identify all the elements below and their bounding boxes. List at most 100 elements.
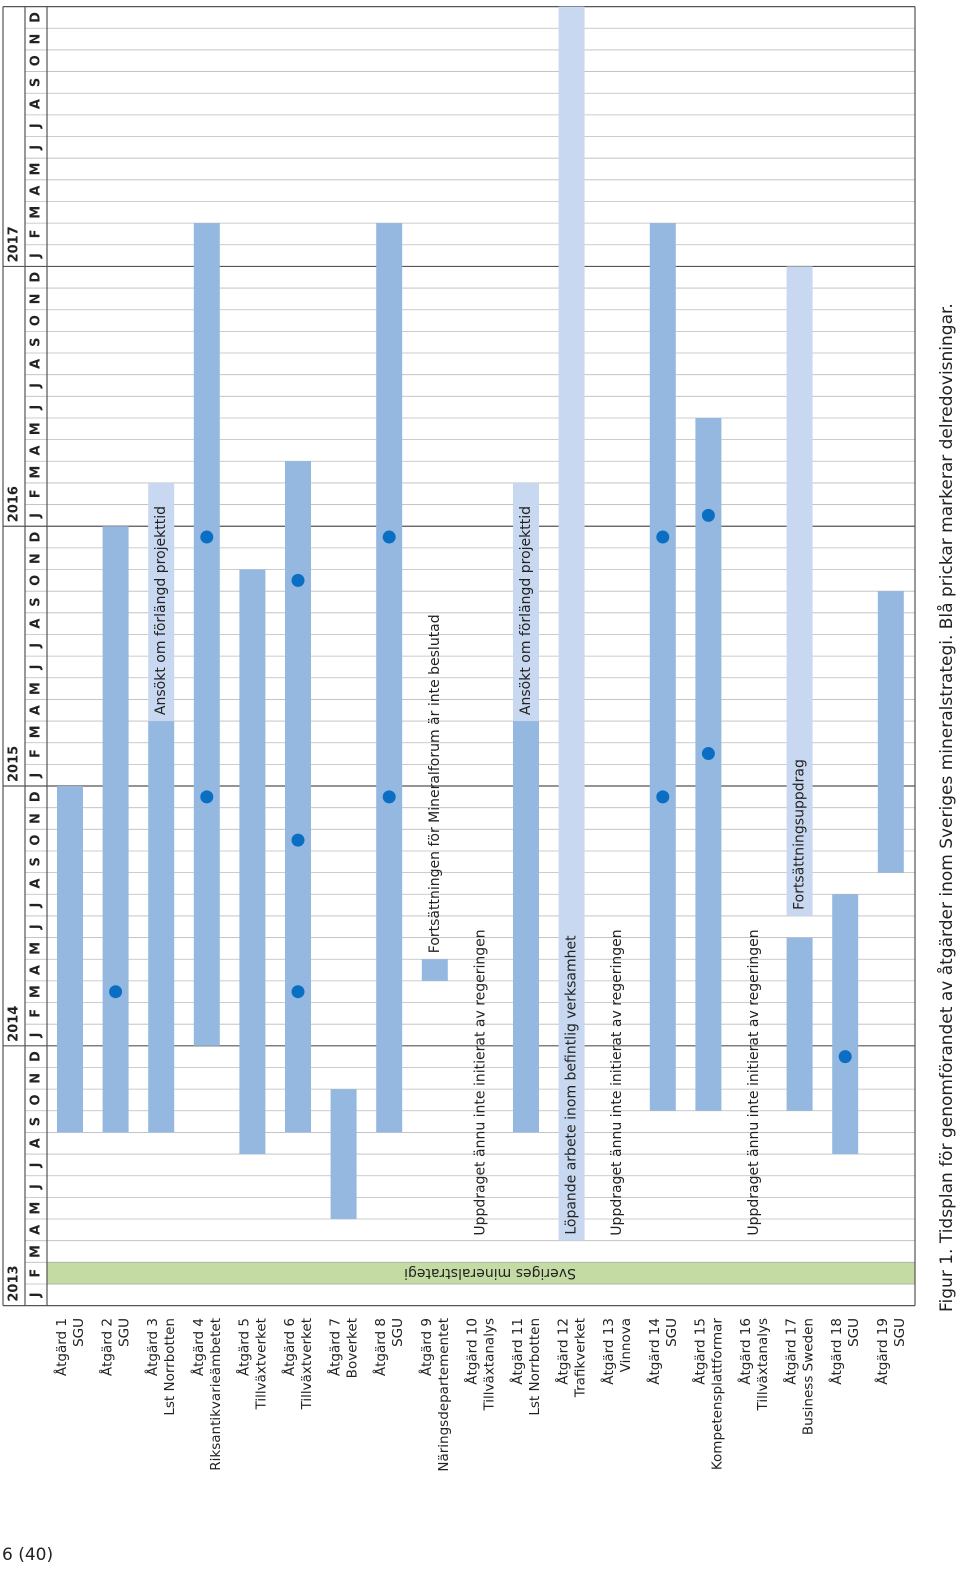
- task-label: Åtgärd 14: [646, 1318, 663, 1385]
- month-label: D: [29, 531, 44, 542]
- month-label: O: [29, 315, 44, 326]
- month-label: D: [29, 12, 44, 23]
- caption: Figur 1. Tidsplan för genomförandet av å…: [936, 303, 957, 1312]
- month-label: J: [29, 253, 44, 259]
- month-label: M: [29, 682, 44, 695]
- month-label: M: [29, 1245, 44, 1258]
- milestone: [200, 790, 214, 804]
- month-label: M: [29, 1202, 44, 1215]
- task-bar: [513, 721, 539, 1133]
- month-label: J: [29, 643, 44, 649]
- bar-text: Fortsättningsuppdrag: [792, 759, 808, 910]
- bar-text: Ansökt om förlängd projekttid: [518, 506, 534, 715]
- milestone: [109, 985, 123, 999]
- month-label: M: [29, 422, 44, 435]
- month-label: S: [29, 338, 44, 347]
- month-label: N: [29, 34, 44, 45]
- month-label: M: [29, 942, 44, 955]
- task-agency: Business Sweden: [801, 1318, 817, 1435]
- task-label: Åtgärd 11: [509, 1318, 526, 1385]
- month-label: M: [29, 725, 44, 738]
- milestone: [291, 833, 305, 847]
- task-bar: [832, 894, 859, 1155]
- month-label: J: [29, 513, 44, 519]
- task-agency: Trafikverket: [573, 1318, 589, 1398]
- bar-text: Ansökt om förlängd projekttid: [153, 506, 169, 715]
- month-label: J: [29, 1292, 44, 1298]
- task-agency: Tillväxtverket: [299, 1318, 315, 1410]
- month-label: J: [29, 1033, 44, 1039]
- task-label: Åtgärd 2: [99, 1318, 116, 1376]
- task-agency: Tillväxtverket: [253, 1318, 269, 1410]
- milestone: [656, 530, 670, 544]
- month-label: A: [29, 445, 44, 455]
- task-note: Fortsättningen för Mineralforum är inte …: [427, 614, 443, 953]
- task-label: Åtgärd 17: [783, 1318, 800, 1385]
- task-label: Åtgärd 8: [372, 1318, 389, 1376]
- task-note: Uppdraget ännu inte initierat av regerin…: [746, 929, 762, 1235]
- task-label: Åtgärd 19: [874, 1318, 891, 1385]
- task-bar: [513, 482, 539, 722]
- task-agency: Lst Norrbotten: [162, 1318, 178, 1416]
- task-bar: [649, 223, 676, 1111]
- month-label: S: [29, 1117, 44, 1126]
- month-label: A: [29, 705, 44, 715]
- task-bar: [193, 223, 220, 1046]
- task-label: Åtgärd 13: [600, 1318, 617, 1385]
- milestone: [291, 573, 305, 587]
- task-note: Uppdraget ännu inte initierat av regerin…: [609, 929, 625, 1235]
- task-agency: SGU: [390, 1318, 406, 1347]
- task-agency: SGU: [892, 1318, 908, 1347]
- month-label: A: [29, 186, 44, 196]
- month-label: D: [29, 1051, 44, 1062]
- task-bar: [786, 266, 813, 916]
- task-agency: Vinnova: [618, 1318, 634, 1372]
- task-label: Åtgärd 9: [418, 1318, 435, 1376]
- task-bar: [148, 482, 175, 722]
- task-bar: [877, 591, 904, 873]
- month-label: N: [29, 293, 44, 304]
- task-bar: [695, 417, 722, 1111]
- month-label: O: [29, 1094, 44, 1105]
- task-label: Åtgärd 4: [190, 1318, 207, 1376]
- month-label: F: [29, 1269, 44, 1278]
- task-agency: Riksantikvarieämbetet: [208, 1318, 224, 1471]
- month-label: D: [29, 791, 44, 802]
- year-label: 2017: [7, 226, 22, 262]
- task-label: Åtgärd 3: [144, 1318, 161, 1376]
- month-label: F: [29, 230, 44, 239]
- month-label: O: [29, 575, 44, 586]
- month-label: D: [29, 272, 44, 283]
- month-label: A: [29, 1138, 44, 1148]
- milestone: [656, 790, 670, 804]
- milestone: [701, 508, 715, 522]
- task-agency: Tillväxtanalys: [755, 1318, 771, 1412]
- month-label: M: [29, 985, 44, 998]
- month-label: S: [29, 78, 44, 87]
- month-label: O: [29, 835, 44, 846]
- task-bar: [148, 721, 175, 1133]
- task-bar: [102, 526, 129, 1133]
- task-agency: SGU: [71, 1318, 87, 1347]
- milestone: [200, 530, 214, 544]
- task-label: Åtgärd 10: [463, 1318, 480, 1385]
- task-bar: [786, 937, 813, 1111]
- milestone: [701, 747, 715, 761]
- task-note: Uppdraget ännu inte initierat av regerin…: [472, 929, 488, 1235]
- month-label: S: [29, 597, 44, 606]
- year-label: 2013: [7, 1265, 22, 1301]
- month-label: J: [29, 903, 44, 909]
- month-label: A: [29, 359, 44, 369]
- month-label: J: [29, 924, 44, 930]
- task-label: Åtgärd 1: [53, 1318, 70, 1376]
- task-label: Åtgärd 12: [555, 1318, 572, 1385]
- month-label: S: [29, 857, 44, 866]
- task-label: Åtgärd 7: [327, 1318, 344, 1376]
- task-bar: [558, 6, 585, 1241]
- year-label: 2014: [7, 1006, 22, 1042]
- month-label: J: [29, 145, 44, 151]
- month-label: A: [29, 1225, 44, 1235]
- task-label: Åtgärd 5: [235, 1318, 252, 1376]
